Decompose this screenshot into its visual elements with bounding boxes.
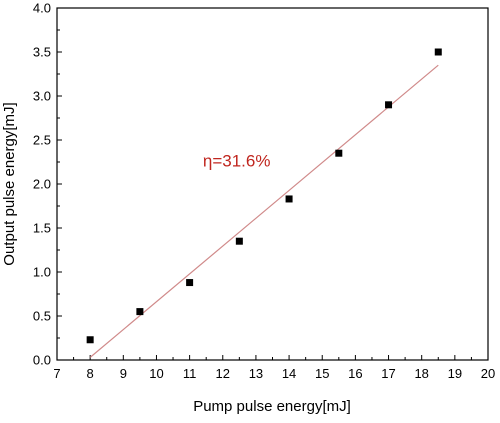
data-point (86, 336, 94, 344)
x-tick-label: 10 (149, 366, 163, 381)
plot-frame (56, 7, 489, 361)
x-tick-label: 9 (120, 366, 127, 381)
y-tick-label: 0.0 (33, 353, 51, 368)
data-point (335, 149, 343, 157)
x-tick-label: 20 (481, 366, 495, 381)
x-axis-ticks: 7 8 9 10 11 12 13 14 15 16 17 18 19 20 (53, 355, 495, 381)
fit-line-group (89, 64, 439, 358)
data-point (186, 279, 194, 287)
y-tick-label: 2.5 (33, 133, 51, 148)
x-tick-label: 12 (216, 366, 230, 381)
x-tick-label: 15 (315, 366, 329, 381)
data-point (434, 48, 442, 56)
data-point (385, 101, 393, 109)
efficiency-annotation: η=31.6% (203, 151, 271, 170)
x-tick-label: 16 (348, 366, 362, 381)
y-axis-ticks: 0.0 0.5 1.0 1.5 2.0 2.5 3.0 3.5 4.0 (33, 1, 62, 368)
x-tick-label: 11 (183, 366, 197, 381)
x-tick-label: 17 (381, 366, 395, 381)
y-tick-label: 1.0 (33, 265, 51, 280)
y-tick-label: 2.0 (33, 177, 51, 192)
y-tick-label: 0.5 (33, 309, 51, 324)
x-tick-label: 18 (414, 366, 428, 381)
x-tick-label: 14 (282, 366, 296, 381)
y-tick-label: 3.0 (33, 89, 51, 104)
x-tick-label: 7 (53, 366, 60, 381)
data-points (86, 48, 442, 344)
x-tick-label: 13 (249, 366, 263, 381)
data-point (285, 195, 293, 203)
x-tick-label: 19 (448, 366, 462, 381)
y-tick-label: 3.5 (33, 45, 51, 60)
y-tick-label: 1.5 (33, 221, 51, 236)
data-point (136, 308, 144, 316)
x-tick-label: 8 (87, 366, 94, 381)
linear-fit-line (89, 64, 439, 358)
x-axis-label: Pump pulse energy[mJ] (193, 398, 351, 415)
y-axis-label: Output pulse energy[mJ] (1, 102, 18, 265)
y-tick-label: 4.0 (33, 1, 51, 16)
data-point (235, 237, 243, 245)
